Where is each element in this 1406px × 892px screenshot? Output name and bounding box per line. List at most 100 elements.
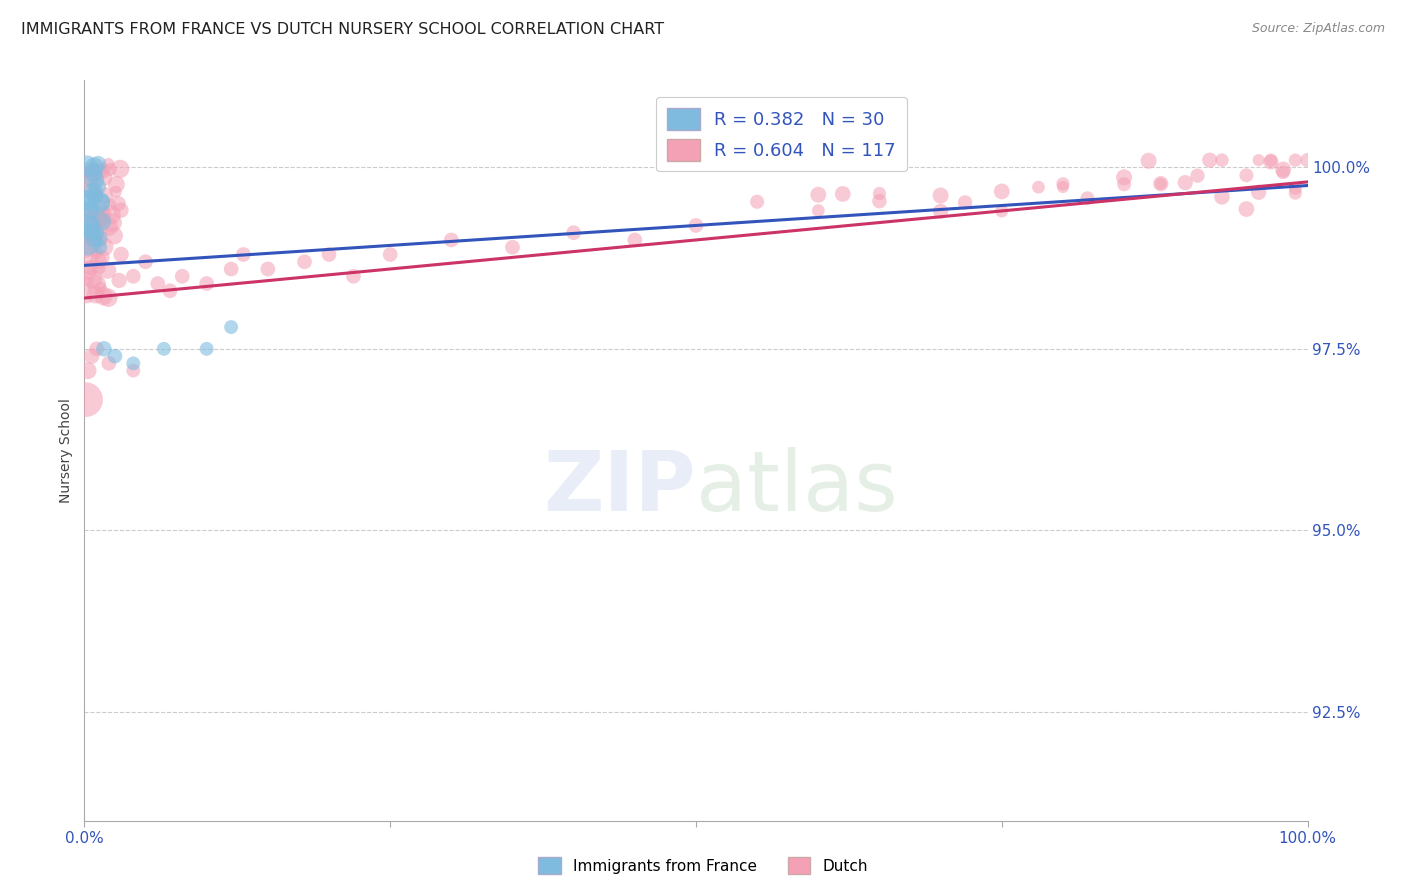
Point <box>747 194 769 209</box>
Point <box>122 356 145 370</box>
Point <box>502 240 524 254</box>
Point <box>93 240 115 254</box>
Point <box>82 169 104 183</box>
Point <box>110 247 132 261</box>
Point <box>108 273 131 287</box>
Point <box>84 245 107 260</box>
Point <box>100 208 122 222</box>
Point <box>1247 186 1270 200</box>
Point <box>76 263 98 277</box>
Point <box>77 219 100 233</box>
Point <box>91 250 114 264</box>
Text: IMMIGRANTS FROM FRANCE VS DUTCH NURSERY SCHOOL CORRELATION CHART: IMMIGRANTS FROM FRANCE VS DUTCH NURSERY … <box>21 22 664 37</box>
Point <box>76 159 98 173</box>
Point <box>91 164 114 178</box>
Point <box>76 229 98 244</box>
Point <box>80 182 103 196</box>
Point <box>97 263 120 277</box>
Point <box>1114 178 1136 192</box>
Point <box>1137 153 1160 168</box>
Point <box>108 161 131 176</box>
Point <box>1284 153 1306 168</box>
Point <box>80 260 103 275</box>
Point <box>89 233 111 247</box>
Point <box>76 206 98 220</box>
Point <box>77 169 100 184</box>
Point <box>82 164 104 178</box>
Point <box>1236 202 1258 216</box>
Point <box>79 227 101 242</box>
Point <box>93 188 115 202</box>
Point <box>110 203 132 218</box>
Point <box>219 262 242 277</box>
Point <box>76 289 98 303</box>
Point <box>1284 186 1306 200</box>
Point <box>562 226 585 240</box>
Point <box>1114 170 1136 185</box>
Point <box>79 191 101 205</box>
Point <box>1236 169 1258 183</box>
Point <box>122 269 145 284</box>
Point <box>831 186 853 201</box>
Text: ZIP: ZIP <box>544 447 696 528</box>
Point <box>79 249 101 263</box>
Point <box>97 291 120 305</box>
Point <box>86 277 108 292</box>
Point <box>82 185 104 199</box>
Point <box>80 349 103 363</box>
Point <box>84 287 107 301</box>
Point <box>91 289 114 303</box>
Point <box>869 194 891 209</box>
Point <box>107 196 129 211</box>
Point <box>93 207 115 221</box>
Point <box>82 166 104 180</box>
Point <box>318 247 340 261</box>
Point <box>1260 153 1282 168</box>
Point <box>1150 177 1173 191</box>
Point <box>1260 155 1282 169</box>
Point <box>90 194 112 209</box>
Point <box>87 254 110 268</box>
Legend: R = 0.382   N = 30, R = 0.604   N = 117: R = 0.382 N = 30, R = 0.604 N = 117 <box>657 96 907 171</box>
Point <box>89 222 111 236</box>
Point <box>807 187 830 202</box>
Point <box>87 164 110 178</box>
Point <box>83 219 105 234</box>
Point <box>86 342 108 356</box>
Point <box>1198 153 1220 168</box>
Point <box>1174 176 1197 190</box>
Point <box>1150 177 1173 191</box>
Point <box>159 284 181 298</box>
Point <box>82 272 104 286</box>
Point <box>1211 153 1233 168</box>
Point <box>1247 153 1270 168</box>
Point <box>929 188 952 202</box>
Point <box>440 233 463 247</box>
Point <box>294 254 316 268</box>
Point <box>91 214 114 228</box>
Point <box>1076 191 1098 205</box>
Point <box>1284 181 1306 195</box>
Point <box>77 233 100 247</box>
Point <box>1028 180 1050 194</box>
Point <box>86 209 108 223</box>
Point <box>79 212 101 227</box>
Point <box>195 277 218 291</box>
Point <box>1187 169 1209 183</box>
Point <box>172 269 194 284</box>
Point <box>1052 177 1074 191</box>
Point <box>82 217 104 231</box>
Point <box>87 260 110 275</box>
Point <box>1211 190 1233 204</box>
Point <box>98 162 121 177</box>
Point <box>153 342 176 356</box>
Point <box>83 173 105 187</box>
Point <box>77 203 100 218</box>
Point <box>146 277 169 291</box>
Point <box>76 241 98 255</box>
Point <box>1296 153 1319 168</box>
Point <box>953 195 976 210</box>
Legend: Immigrants from France, Dutch: Immigrants from France, Dutch <box>531 851 875 880</box>
Point <box>991 204 1014 219</box>
Point <box>104 185 127 199</box>
